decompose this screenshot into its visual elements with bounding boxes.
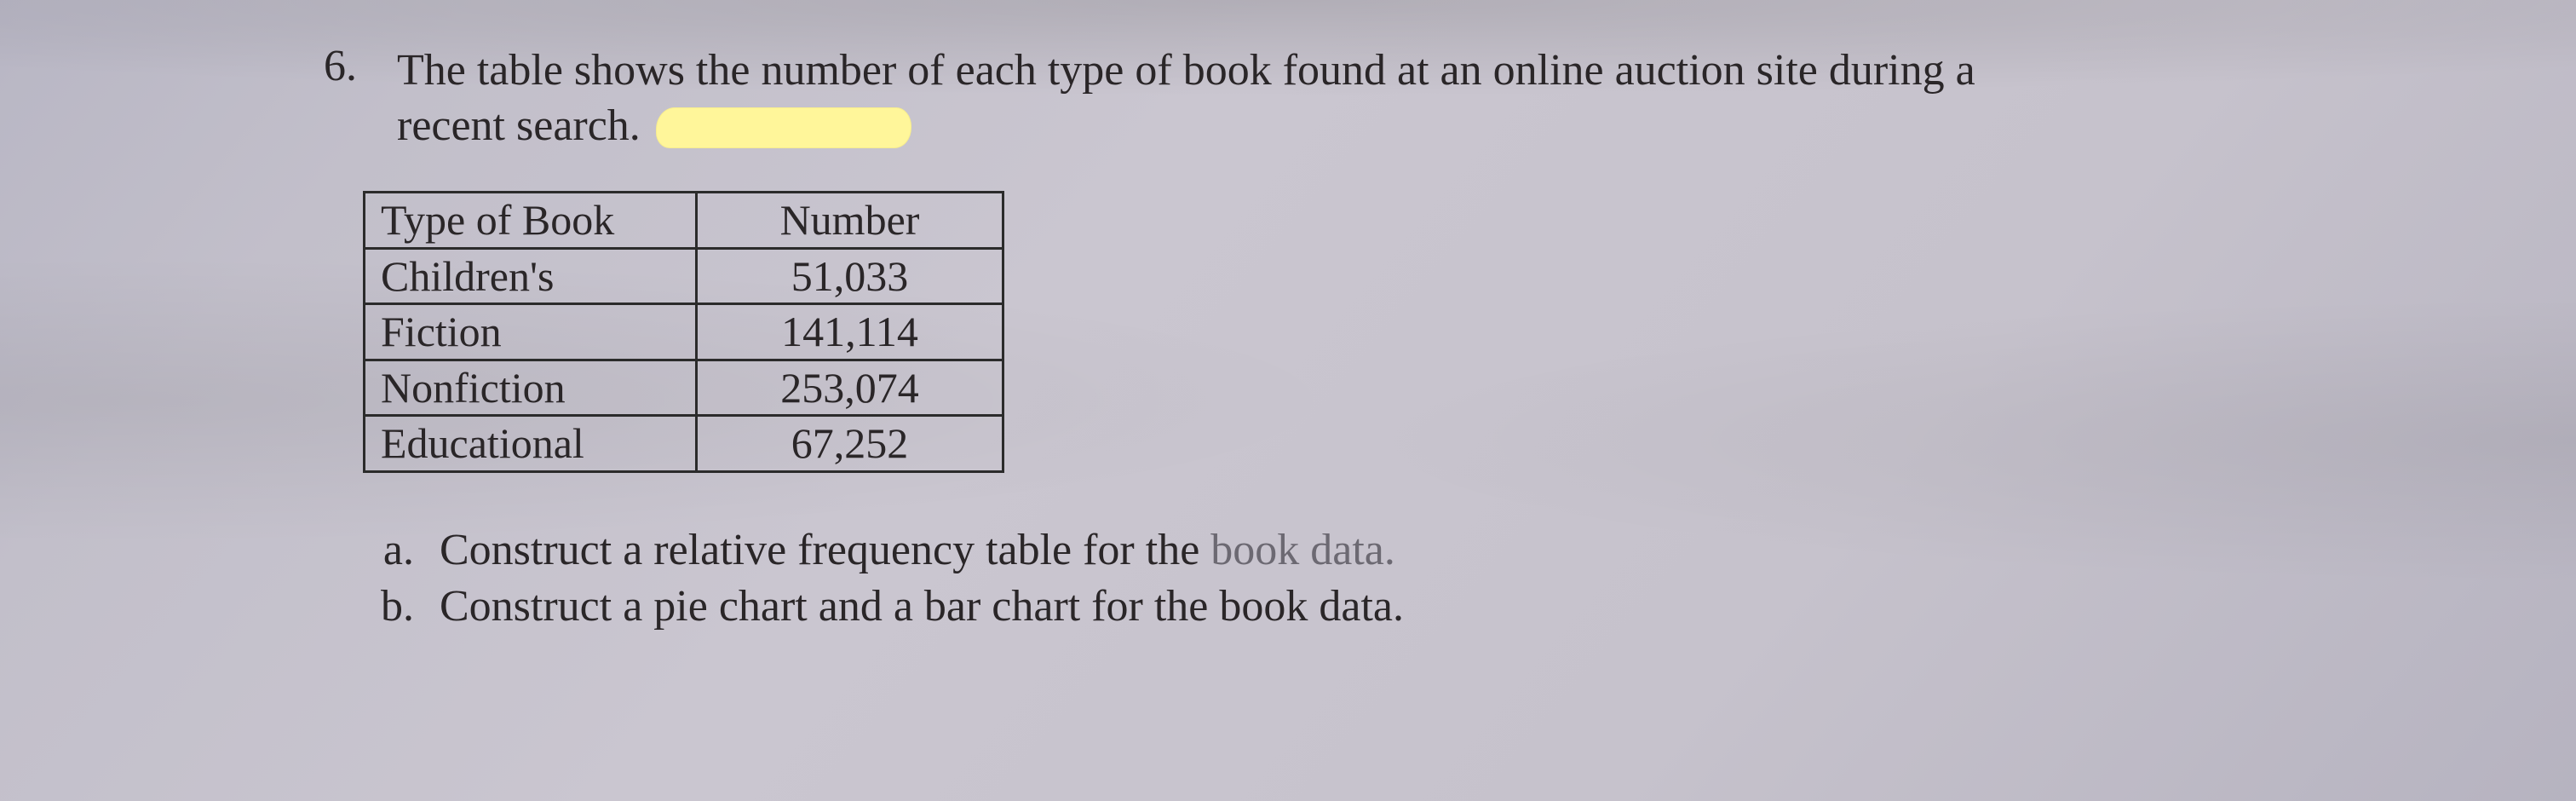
question-number: 6. — [324, 41, 357, 91]
cell-number: 51,033 — [697, 248, 1003, 304]
cell-type: Educational — [365, 416, 697, 472]
cell-number: 141,114 — [697, 304, 1003, 360]
sub-letter: b. — [371, 579, 414, 636]
subquestions: a. Construct a relative frequency table … — [371, 522, 2457, 636]
page-content: 6. The table shows the number of each ty… — [0, 0, 2576, 636]
subquestion-b: b. Construct a pie chart and a bar chart… — [371, 579, 2457, 636]
cell-number: 253,074 — [697, 360, 1003, 416]
table-row: Educational 67,252 — [365, 416, 1003, 472]
subquestion-a: a. Construct a relative frequency table … — [371, 522, 2457, 579]
cell-number: 67,252 — [697, 416, 1003, 472]
question-line2-text: recent search. — [397, 98, 641, 153]
sub-text: Construct a relative frequency table for… — [440, 522, 1395, 579]
question-line2: recent search. — [397, 98, 2457, 153]
book-table: Type of Book Number Children's 51,033 Fi… — [363, 191, 1004, 473]
table-header-row: Type of Book Number — [365, 193, 1003, 249]
table-row: Fiction 141,114 — [365, 304, 1003, 360]
table-row: Children's 51,033 — [365, 248, 1003, 304]
sub-a-faded: book data. — [1210, 526, 1395, 574]
header-number: Number — [697, 193, 1003, 249]
sub-letter: a. — [371, 522, 414, 579]
sub-a-main: Construct a relative frequency table for… — [440, 526, 1210, 574]
cell-type: Children's — [365, 248, 697, 304]
question-line1: The table shows the number of each type … — [397, 43, 2457, 98]
cell-type: Fiction — [365, 304, 697, 360]
header-type: Type of Book — [365, 193, 697, 249]
cell-type: Nonfiction — [365, 360, 697, 416]
redaction-highlight — [656, 107, 911, 148]
sub-text: Construct a pie chart and a bar chart fo… — [440, 579, 1404, 636]
question-body: The table shows the number of each type … — [397, 43, 2457, 636]
table-row: Nonfiction 253,074 — [365, 360, 1003, 416]
